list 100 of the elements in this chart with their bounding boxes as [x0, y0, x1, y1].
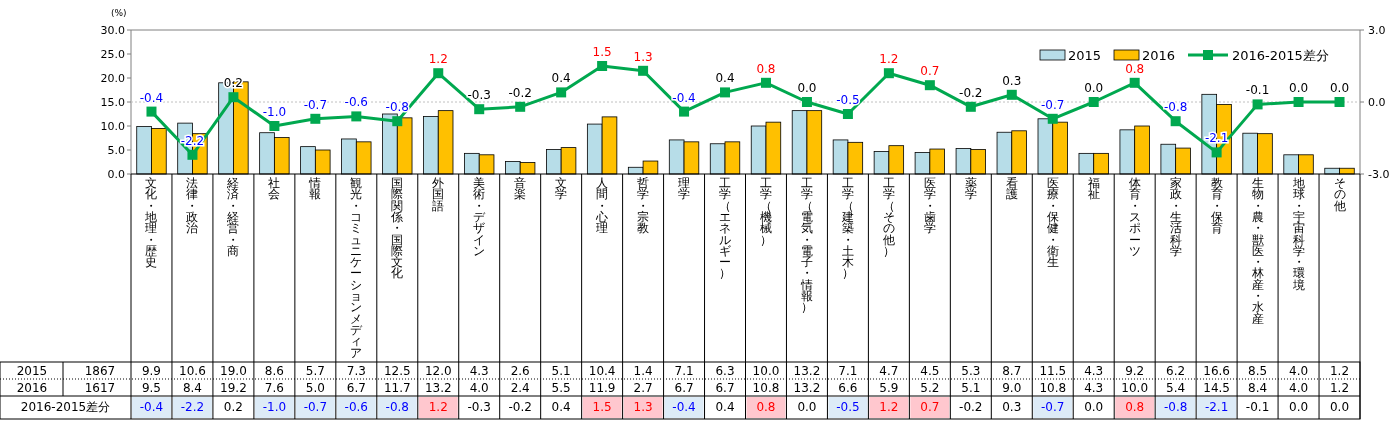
x-tick-label: その他: [1333, 176, 1346, 213]
data-label: 0.0: [797, 400, 817, 414]
data-label: 8.6: [264, 364, 284, 378]
data-label: 6.3: [715, 364, 735, 378]
data-label: 7.1: [838, 364, 858, 378]
point: [801, 97, 812, 107]
text: -1.0: [262, 105, 287, 119]
point: [228, 92, 239, 103]
data-label: 5.0: [305, 381, 325, 395]
data-label: 7.1: [674, 364, 694, 378]
category-label: 国際関係・国際文化: [391, 176, 404, 281]
y-axis-title: (%): [111, 8, 127, 18]
point: [720, 87, 731, 98]
data-label: -0.6: [344, 400, 369, 414]
data-label: 4.5: [920, 364, 940, 378]
data-label: 2.6: [510, 364, 530, 378]
x-tick-label: 工学（その他）: [882, 176, 895, 258]
data-label: 5.5: [551, 381, 571, 395]
data-label: 10.0: [752, 364, 780, 378]
y-tick-label: 25.0: [100, 48, 125, 61]
data-label: 10.6: [179, 364, 206, 378]
text: 0.2: [223, 76, 243, 91]
x-tick-label: 家政・生活科学: [1169, 176, 1182, 258]
data-label: 6.7: [715, 381, 735, 395]
data-label: 0.8: [756, 400, 776, 414]
point: [310, 113, 321, 124]
text: 0.8: [1125, 61, 1145, 76]
point: [146, 106, 157, 117]
point: [965, 101, 976, 112]
data-label: 11.9: [588, 381, 616, 395]
data-label: 4.3: [1084, 364, 1104, 378]
data-label: 0.8: [1125, 400, 1145, 414]
data-label: 5.1: [961, 381, 981, 395]
text: -0.4: [139, 90, 164, 105]
data-label: 2.7: [633, 381, 653, 395]
text: 0.4: [551, 71, 571, 86]
data-label: 10.8: [752, 381, 780, 395]
data-label: 0.4: [551, 400, 571, 414]
data-label: -0.8: [1163, 400, 1188, 414]
data-label: 5.1: [551, 364, 571, 378]
y-tick-label: 20.0: [100, 72, 125, 85]
x-tick-label: 音楽: [514, 176, 527, 202]
data-label: 1.2: [1329, 381, 1350, 395]
data-label: 7.6: [264, 381, 284, 395]
data-label: 4.0: [469, 381, 489, 395]
data-label: 0.2: [223, 400, 243, 414]
category-label: 観光・コミュニケーションメディア: [350, 176, 363, 360]
text: -0.8: [385, 100, 409, 115]
data-label: -0.5: [836, 400, 860, 414]
data-label: -1.0: [262, 400, 287, 414]
text: 0.4: [715, 71, 735, 86]
point: [1129, 77, 1140, 88]
data-label: 7.3: [346, 364, 366, 378]
point: [924, 80, 935, 91]
point: [351, 111, 362, 122]
data-label: 8.7: [1002, 364, 1022, 378]
x-tick-label: 体育・スポーツ: [1128, 176, 1141, 258]
data-label: 4.0: [1289, 364, 1309, 378]
text: -2.2: [180, 133, 205, 148]
point: [515, 101, 526, 112]
data-label: -2.1: [1204, 400, 1229, 414]
x-tick-label: 医療・保健・衛生: [1046, 176, 1059, 270]
category-label: 地球・宇宙科学・環境: [1292, 176, 1305, 292]
category-label: 工学（建築・土木）: [841, 176, 854, 281]
data-label: 6.2: [1166, 364, 1186, 378]
data-label: 4.3: [1084, 381, 1104, 395]
data-label: -0.3: [467, 400, 491, 414]
x-tick-label: 教育・保育: [1210, 176, 1223, 236]
data-label: -0.2: [959, 400, 983, 414]
data-label: 4.3: [469, 364, 489, 378]
data-label: 0.3: [1002, 400, 1022, 414]
legend-label: 2016-2015差分: [1232, 48, 1329, 63]
point: [1252, 99, 1263, 110]
x-tick-label: 法律・政治: [186, 176, 199, 236]
point: [474, 104, 485, 115]
data-label: 1.2: [1329, 364, 1350, 378]
data-label: 11.5: [1039, 364, 1067, 378]
text: -0.1: [1245, 83, 1270, 98]
data-label: 1.2: [428, 400, 448, 414]
legend-label: 2015: [1068, 48, 1102, 63]
text: -0.3: [467, 88, 491, 103]
data-label: 1.2: [879, 400, 899, 414]
data-label: 8.4: [182, 381, 202, 395]
data-label: 5.2: [920, 381, 940, 395]
data-label: 8.4: [1248, 381, 1268, 395]
data-label: 10.0: [1121, 381, 1149, 395]
data-label: 0.0: [1289, 400, 1309, 414]
data-label: 6.7: [346, 381, 366, 395]
legend-label: 2016: [1142, 48, 1176, 63]
data-label: -0.4: [672, 400, 696, 414]
text: -0.7: [303, 97, 328, 112]
point: [760, 77, 771, 88]
text: 2016: [16, 381, 48, 395]
y2-tick-label: -3.0: [1368, 168, 1390, 181]
data-label: 12.5: [383, 364, 411, 378]
data-label: 9.5: [141, 381, 162, 395]
data-label: 8.5: [1248, 364, 1268, 378]
category-label: 工学（電気・電子・情報）: [800, 176, 813, 315]
data-label: 19.0: [220, 364, 247, 378]
y-tick-label: 30.0: [100, 24, 125, 37]
